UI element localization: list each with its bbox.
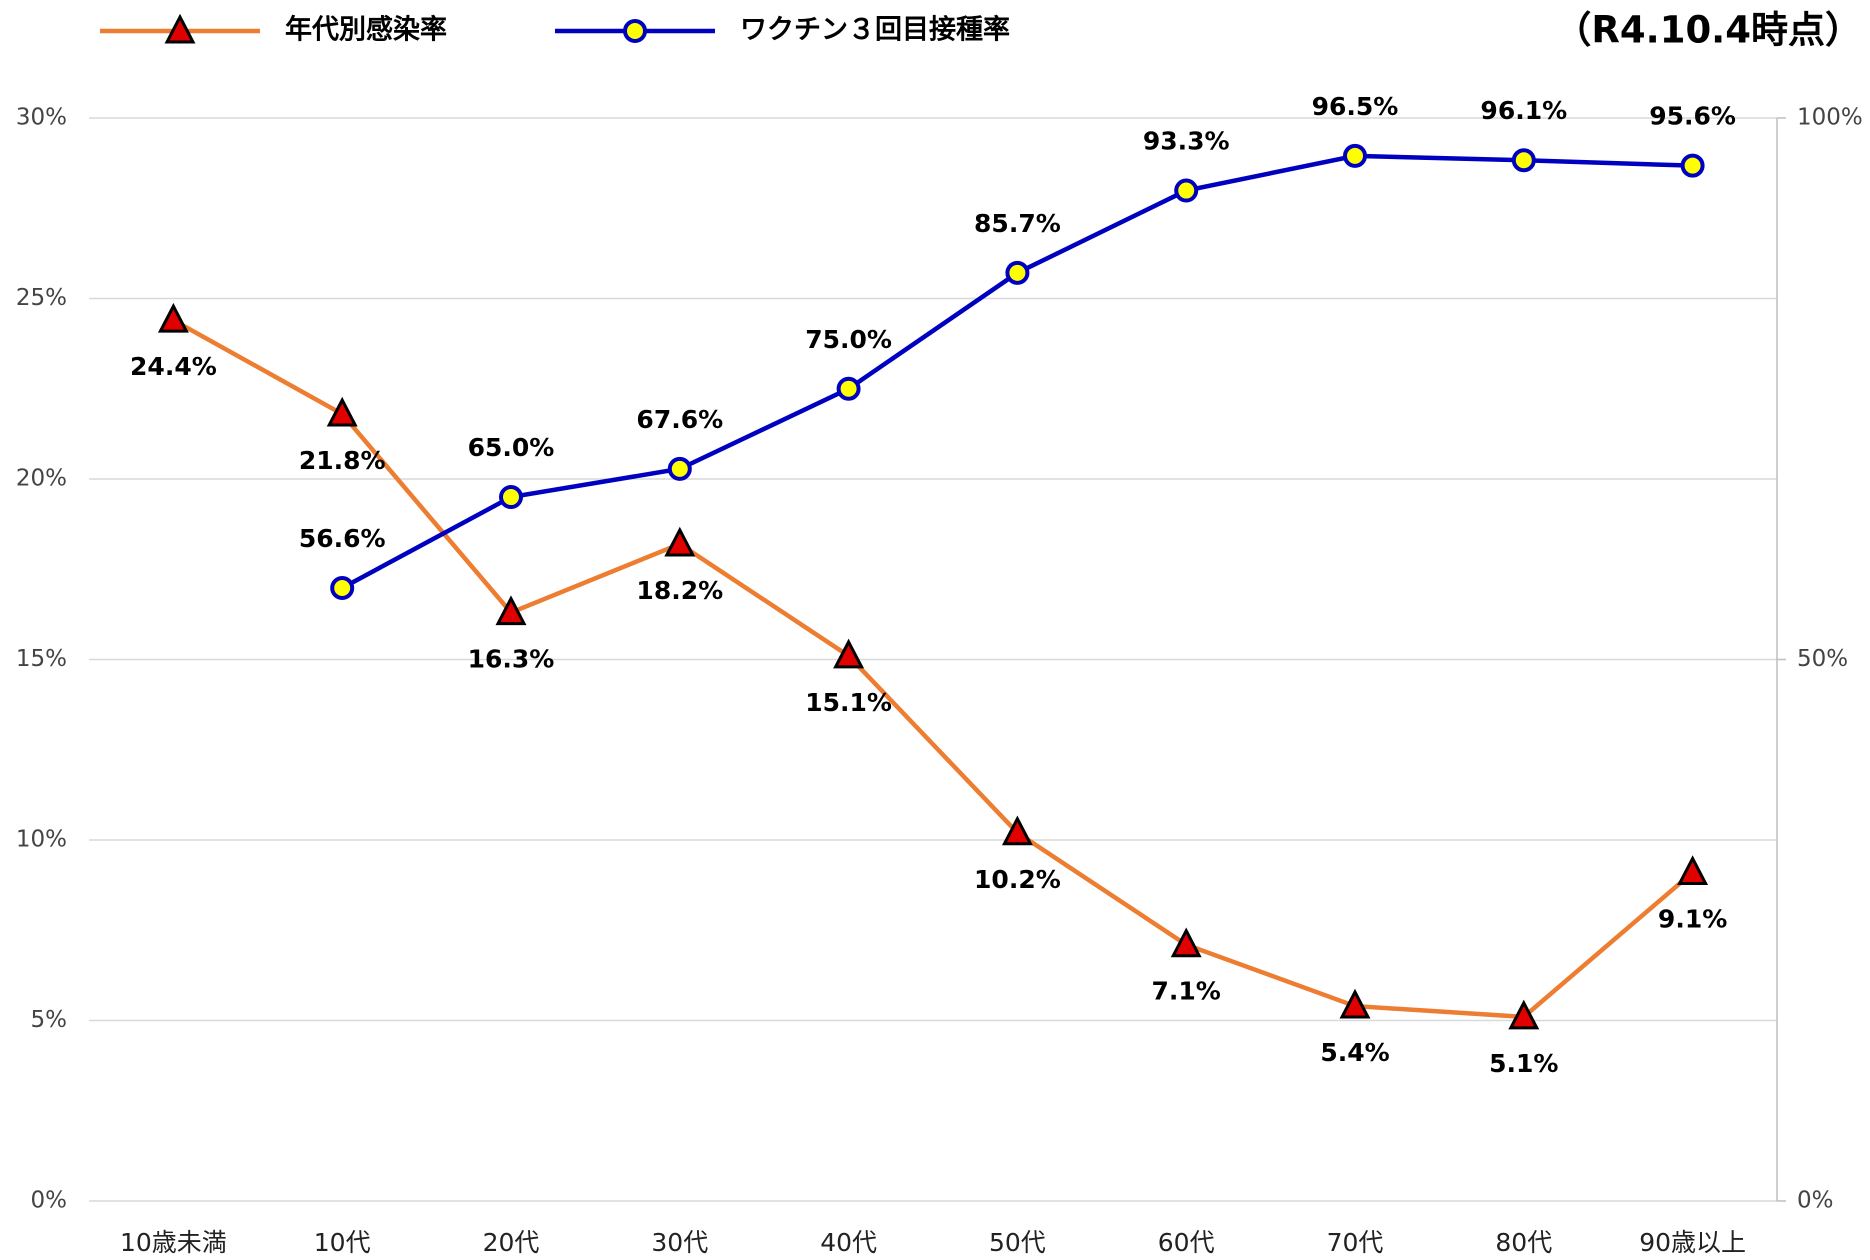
marker-triangle xyxy=(833,638,865,669)
marker-triangle xyxy=(1508,999,1540,1030)
data-label: 18.2% xyxy=(636,576,723,605)
data-label: 96.5% xyxy=(1312,92,1399,121)
chart-title: （R4.10.4時点） xyxy=(1554,9,1862,52)
data-label: 5.1% xyxy=(1489,1049,1558,1078)
marker-triangle xyxy=(495,595,527,626)
marker-triangle xyxy=(326,396,358,427)
marker-circle xyxy=(1174,178,1199,203)
marker-triangle xyxy=(664,526,696,557)
marker-triangle xyxy=(157,302,189,333)
data-label: 75.0% xyxy=(805,325,892,354)
x-tick-label: 50代 xyxy=(989,1228,1046,1257)
data-label: 10.2% xyxy=(974,865,1061,894)
data-label: 9.1% xyxy=(1658,904,1727,933)
y2-tick-label: 100% xyxy=(1797,105,1863,131)
data-label: 15.1% xyxy=(805,688,892,717)
legend-label: 年代別感染率 xyxy=(285,14,447,46)
legend-label: ワクチン３回目接種率 xyxy=(740,14,1010,46)
marker-circle xyxy=(330,576,355,601)
marker-circle xyxy=(1343,143,1367,168)
data-label: 24.4% xyxy=(130,352,217,381)
y-tick-label: 20% xyxy=(16,466,67,492)
marker-circle xyxy=(1511,148,1536,173)
marker-circle xyxy=(1005,260,1030,285)
x-tick-label: 90歳以上 xyxy=(1639,1228,1746,1257)
marker-triangle xyxy=(1001,815,1033,846)
marker-triangle xyxy=(1170,927,1202,958)
y-tick-label: 25% xyxy=(16,285,67,311)
data-label: 56.6% xyxy=(299,524,386,553)
data-label: 67.6% xyxy=(636,405,723,434)
x-tick-label: 20代 xyxy=(483,1228,540,1257)
series-line xyxy=(172,318,1695,1020)
legend-marker xyxy=(164,13,196,44)
y-tick-label: 30% xyxy=(16,105,67,131)
data-label: 95.6% xyxy=(1649,102,1736,131)
marker-circle xyxy=(667,456,692,481)
x-tick-label: 10歳未満 xyxy=(120,1228,227,1257)
data-label: 5.4% xyxy=(1320,1038,1389,1067)
legend-marker xyxy=(623,19,647,43)
x-tick-label: 80代 xyxy=(1495,1228,1552,1257)
data-label: 7.1% xyxy=(1152,977,1221,1006)
marker-circle xyxy=(1680,153,1705,178)
x-tick-label: 30代 xyxy=(651,1228,708,1257)
data-label: 85.7% xyxy=(974,209,1061,238)
data-label: 21.8% xyxy=(299,446,386,475)
y2-tick-label: 0% xyxy=(1797,1188,1834,1214)
y-tick-label: 10% xyxy=(16,827,67,853)
y-tick-label: 0% xyxy=(31,1188,68,1214)
x-tick-label: 10代 xyxy=(314,1228,371,1257)
y-tick-label: 5% xyxy=(31,1007,68,1033)
data-label: 96.1% xyxy=(1480,96,1567,125)
y-tick-label: 15% xyxy=(16,646,67,672)
marker-circle xyxy=(499,485,523,510)
x-tick-label: 40代 xyxy=(820,1228,877,1257)
data-label: 65.0% xyxy=(468,433,555,462)
data-label: 16.3% xyxy=(468,645,555,674)
data-label: 93.3% xyxy=(1143,127,1230,156)
marker-triangle xyxy=(1339,988,1371,1019)
marker-triangle xyxy=(1677,855,1709,885)
marker-circle xyxy=(836,376,861,401)
x-tick-label: 60代 xyxy=(1158,1228,1215,1257)
x-tick-label: 70代 xyxy=(1327,1228,1384,1257)
y2-tick-label: 50% xyxy=(1797,646,1848,672)
